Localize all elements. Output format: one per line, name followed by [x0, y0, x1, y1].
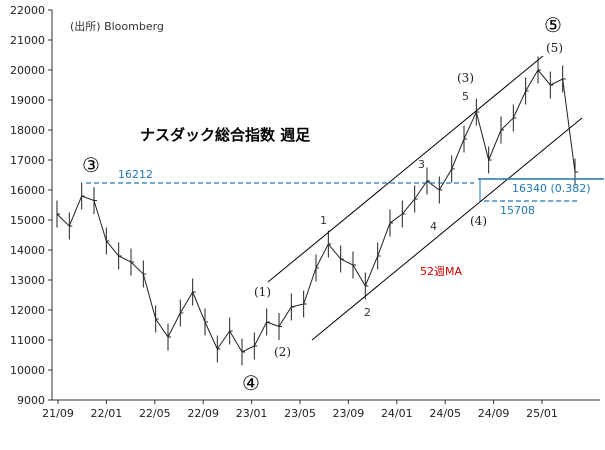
y-tick-label: 20000 [10, 64, 45, 77]
sub-3-label: 3 [418, 158, 425, 171]
y-tick-label: 14000 [10, 244, 45, 257]
price-series-line [56, 69, 576, 353]
x-tick-label: 22/09 [187, 407, 219, 420]
x-tick-label: 25/01 [526, 407, 558, 420]
x-tick-label: 24/09 [478, 407, 510, 420]
wave-3-circled-label: ③ [82, 153, 100, 177]
y-tick-label: 17000 [10, 154, 45, 167]
source-label: (出所) Bloomberg [70, 19, 164, 33]
sub-1-label: 1 [320, 214, 327, 227]
ma-label: 52週MA [420, 265, 462, 278]
y-tick-group: 9000 10000 11000 12000 13000 14000 15000 16000 1… [10, 4, 52, 407]
level-15708-label: 15708 [500, 204, 535, 217]
lower-channel-line [311, 117, 583, 341]
price-bars [56, 56, 578, 366]
chart-title: ナスダック総合指数 週足 [140, 126, 311, 144]
y-tick-label: 13000 [10, 274, 45, 287]
y-tick-label: 11000 [10, 334, 45, 347]
x-tick-label: 22/01 [91, 407, 123, 420]
wave-2-label: (2) [274, 345, 291, 359]
y-tick-label: 10000 [10, 364, 45, 377]
x-tick-label: 24/01 [381, 407, 413, 420]
sub-2-label: 2 [364, 306, 371, 319]
y-tick-label: 9000 [17, 394, 45, 407]
x-tick-label: 23/05 [284, 407, 316, 420]
x-tick-group: 21/09 22/01 22/05 22/09 23/01 23/05 23/09 24/01… [42, 400, 558, 420]
y-tick-label: 15000 [10, 214, 45, 227]
x-tick-label: 21/09 [42, 407, 74, 420]
sub-5-label: 5 [462, 90, 469, 103]
y-tick-label: 19000 [10, 94, 45, 107]
wave-5-label: (5) [546, 41, 563, 55]
y-tick-label: 12000 [10, 304, 45, 317]
x-tick-label: 23/01 [236, 407, 268, 420]
x-tick-label: 23/09 [333, 407, 365, 420]
level-16340-label: 16340 (0.382) [512, 182, 591, 195]
upper-channel-line [267, 55, 544, 283]
wave-4-circled-label: ④ [242, 371, 260, 395]
sub-4-label: 4 [430, 220, 437, 233]
y-tick-label: 18000 [10, 124, 45, 137]
wave-1-label: (1) [254, 285, 271, 299]
level-16212-label: 16212 [118, 168, 153, 181]
y-tick-label: 16000 [10, 184, 45, 197]
wave-3-label: (3) [457, 71, 474, 85]
x-tick-label: 22/05 [139, 407, 171, 420]
wave-5-circled-label: ⑤ [544, 13, 562, 37]
wave-4-label: (4) [470, 214, 487, 228]
y-tick-label: 21000 [10, 34, 45, 47]
y-tick-label: 22000 [10, 4, 45, 17]
x-tick-label: 24/05 [429, 407, 461, 420]
